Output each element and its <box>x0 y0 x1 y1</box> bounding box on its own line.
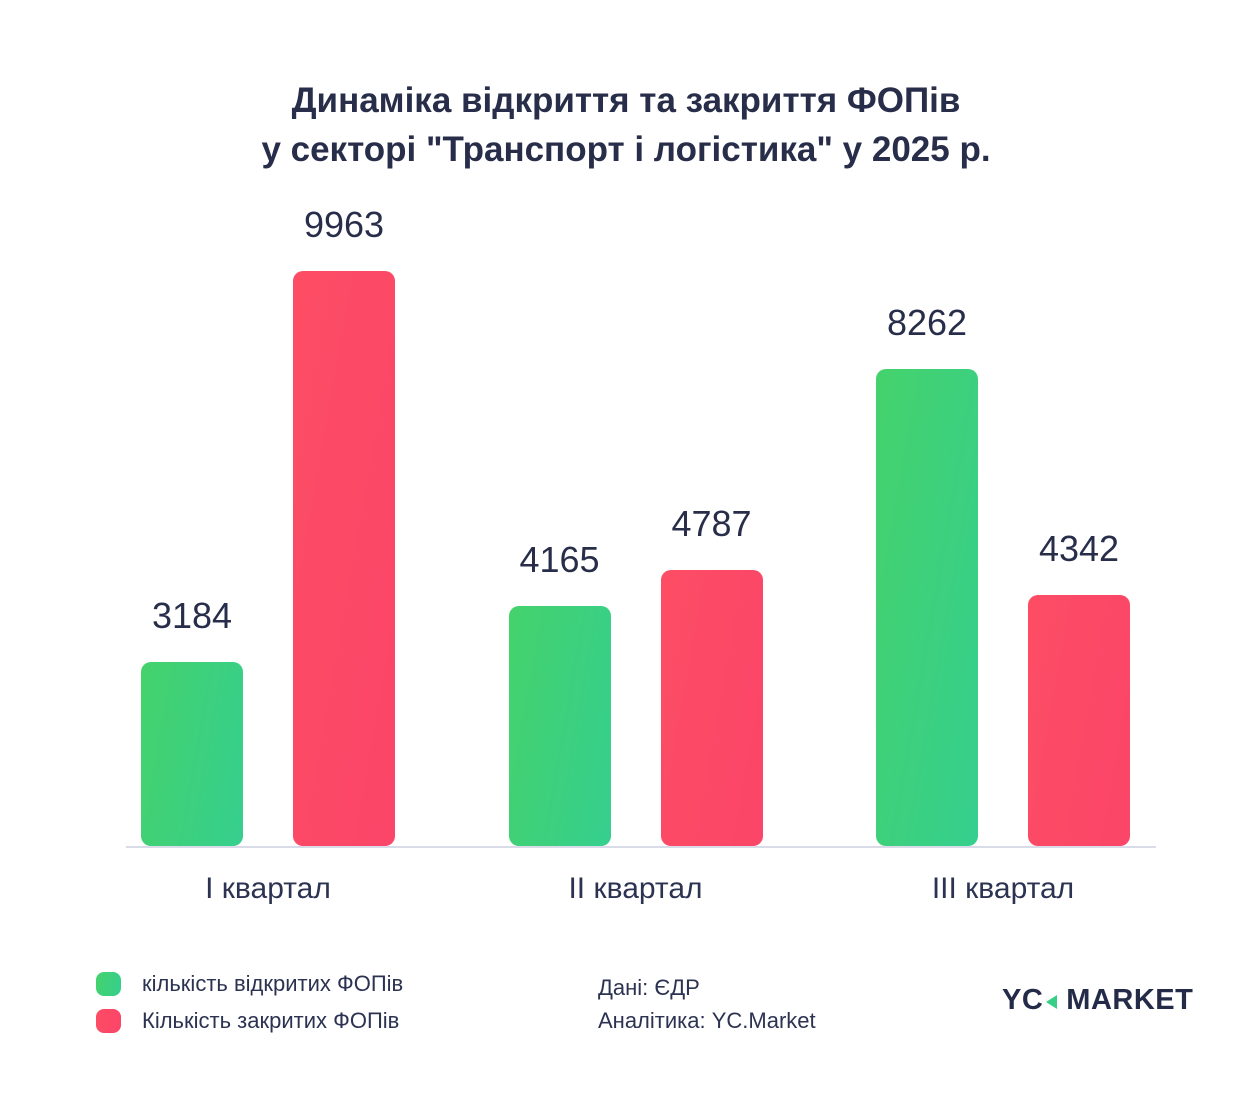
bar-group-3: 8262 4342 <box>876 302 1130 846</box>
legend-item-closed: Кількість закритих ФОПів <box>96 1008 403 1034</box>
x-axis-label-3: III квартал <box>931 872 1075 905</box>
bar-opened-1 <box>141 662 243 846</box>
bar-closed-2 <box>660 570 763 846</box>
bar-chart: 3184 9963 4165 4787 8262 4342 I квартал II ква… <box>126 200 1156 906</box>
bar-closed-1 <box>293 271 395 846</box>
legend-label-opened: кількість відкритих ФОПів <box>142 971 404 996</box>
bar-closed-3 <box>1028 595 1130 846</box>
yc-market-logo: YC MARKET <box>1002 984 1193 1017</box>
x-axis-label-1: I квартал <box>205 872 331 905</box>
legend-swatch-opened <box>96 972 121 996</box>
bar-opened-2 <box>508 606 611 846</box>
chart-title-line1: Динаміка відкриття та закриття ФОПів <box>291 81 961 120</box>
legend-item-opened: кількість відкритих ФОПів <box>96 971 403 997</box>
bar-opened-3 <box>876 369 978 846</box>
legend: кількість відкритих ФОПів Кількість закри… <box>96 971 403 1034</box>
logo-yc-text: YC <box>1002 984 1044 1016</box>
analytics-text: Аналітика: YC.Market <box>598 1008 816 1033</box>
bar-value-label: 4165 <box>519 539 600 580</box>
barwrap-closed-3: 4342 <box>1028 528 1130 846</box>
x-axis-labels: I квартал II квартал III квартал <box>126 872 1156 906</box>
barwrap-opened-1: 3184 <box>141 595 243 846</box>
logo-market-text: MARKET <box>1066 984 1194 1016</box>
barwrap-closed-1: 9963 <box>293 204 395 846</box>
bar-value-label: 3184 <box>151 595 233 636</box>
barwrap-opened-3: 8262 <box>876 302 978 846</box>
footer-source-block: Дані: ЄДР Аналітика: YC.Market <box>598 971 816 1037</box>
bar-group-1: 3184 9963 <box>141 204 395 846</box>
chart-title: Динаміка відкриття та закриття ФОПів у с… <box>0 76 1252 174</box>
barwrap-closed-2: 4787 <box>660 503 763 846</box>
plot-area: 3184 9963 4165 4787 8262 4342 <box>126 200 1156 848</box>
barwrap-opened-2: 4165 <box>508 539 611 846</box>
logo-triangle-icon <box>1046 994 1058 1009</box>
legend-swatch-closed <box>96 1009 121 1033</box>
bar-value-label: 9963 <box>303 204 385 245</box>
data-source-text: Дані: ЄДР <box>598 975 700 1000</box>
chart-title-line2: у секторі "Транспорт і логістика" у 2025… <box>261 130 991 169</box>
bar-value-label: 4342 <box>1038 528 1120 569</box>
bar-group-2: 4165 4787 <box>508 503 763 846</box>
bar-value-label: 8262 <box>886 302 968 343</box>
bar-value-label: 4787 <box>671 503 752 544</box>
legend-label-closed: Кількість закритих ФОПів <box>142 1008 400 1033</box>
x-axis-label-2: II квартал <box>568 872 703 905</box>
